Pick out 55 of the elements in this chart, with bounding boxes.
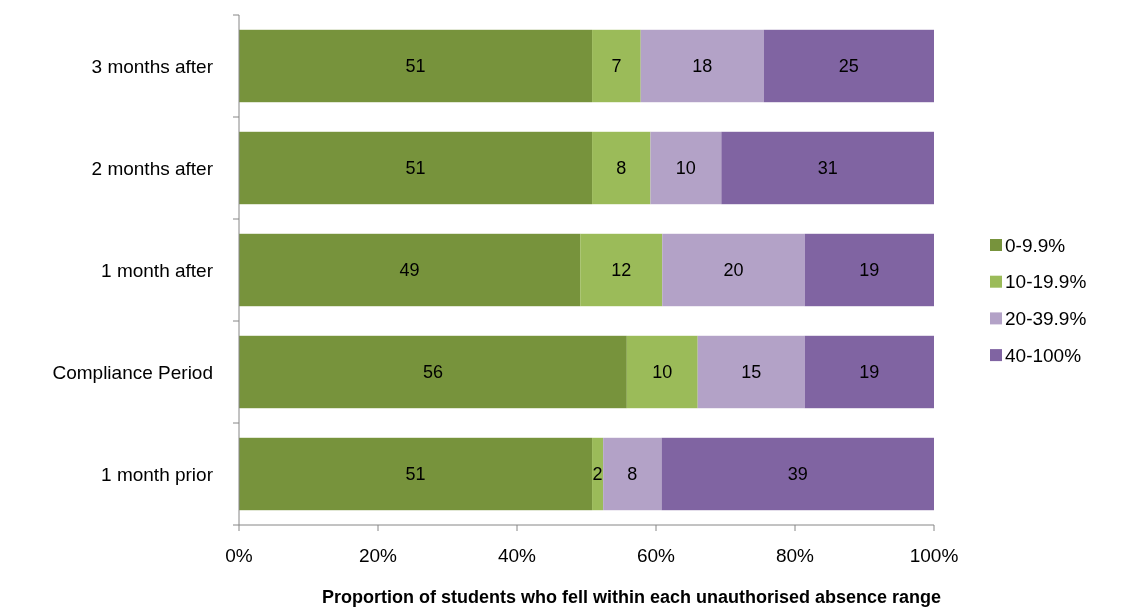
data-label: 39 [787, 464, 808, 485]
bar [804, 335, 934, 409]
bar [650, 131, 722, 205]
data-label: 51 [405, 56, 426, 77]
data-label: 15 [741, 362, 762, 383]
x-tick-label: 60% [636, 544, 676, 566]
bar [662, 233, 805, 307]
data-label: 19 [859, 260, 880, 281]
y-tick-label: 2 months after [91, 157, 214, 179]
bar [763, 29, 934, 103]
data-label: 20 [723, 260, 744, 281]
bar [239, 131, 593, 205]
data-label: 10 [675, 158, 696, 179]
x-tick-label: 80% [775, 544, 815, 566]
data-label: 7 [611, 56, 622, 77]
legend-label: 10-19.9% [1005, 271, 1087, 293]
bar [239, 437, 593, 511]
bar [239, 29, 593, 103]
bar [592, 29, 641, 103]
data-label: 31 [817, 158, 838, 179]
data-label: 56 [422, 362, 443, 383]
y-tick-label: 3 months after [91, 55, 214, 77]
bar [626, 335, 698, 409]
y-tick-label: Compliance Period [52, 361, 213, 383]
data-label: 51 [405, 158, 426, 179]
data-label: 25 [838, 56, 859, 77]
bar [721, 131, 934, 205]
data-label: 8 [627, 464, 638, 485]
data-label: 18 [692, 56, 713, 77]
bar [580, 233, 663, 307]
legend-label: 0-9.9% [1005, 234, 1066, 256]
data-label: 2 [592, 464, 603, 485]
bar [592, 131, 651, 205]
y-tick-label: 1 month prior [101, 463, 214, 485]
data-label: 19 [859, 362, 880, 383]
bar [661, 437, 934, 511]
bar [640, 29, 764, 103]
x-tick-label: 0% [225, 544, 253, 566]
legend-label: 40-100% [1005, 344, 1082, 366]
bar [603, 437, 662, 511]
y-tick-label: 1 month after [101, 259, 214, 281]
x-axis-title: Proportion of students who fell within each unauthorised absence range [321, 587, 942, 608]
data-label: 49 [399, 260, 420, 281]
bar [239, 233, 581, 307]
bar [804, 233, 934, 307]
bar [239, 335, 627, 409]
x-tick-label: 20% [358, 544, 398, 566]
bar [697, 335, 805, 409]
data-label: 51 [405, 464, 426, 485]
data-label: 10 [652, 362, 673, 383]
x-tick-label: 40% [497, 544, 537, 566]
data-label: 8 [616, 158, 627, 179]
data-label: 12 [611, 260, 632, 281]
legend-label: 20-39.9% [1005, 308, 1087, 330]
x-tick-label: 100% [909, 544, 959, 566]
